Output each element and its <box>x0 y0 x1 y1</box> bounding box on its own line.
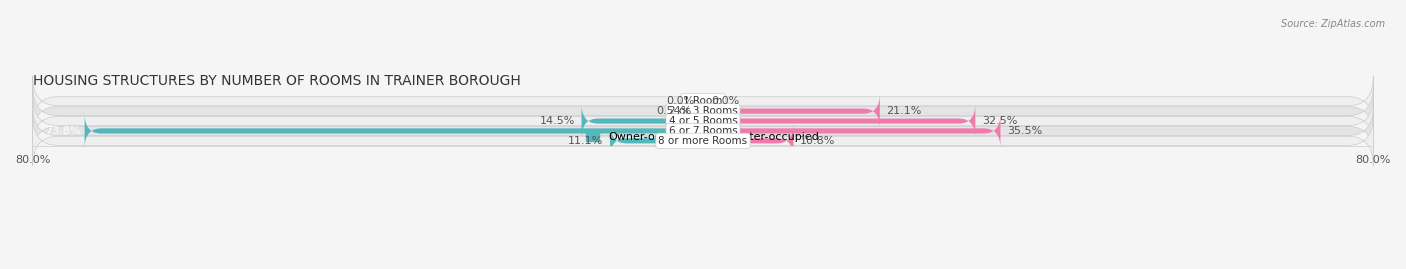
Text: 11.1%: 11.1% <box>568 136 603 146</box>
FancyBboxPatch shape <box>686 94 716 128</box>
FancyBboxPatch shape <box>703 124 793 158</box>
Text: 10.8%: 10.8% <box>800 136 835 146</box>
Text: 4 or 5 Rooms: 4 or 5 Rooms <box>669 116 737 126</box>
Text: 73.8%: 73.8% <box>45 126 80 136</box>
FancyBboxPatch shape <box>32 106 1374 156</box>
Text: 0.54%: 0.54% <box>657 106 692 116</box>
Text: 32.5%: 32.5% <box>981 116 1018 126</box>
Text: 0.0%: 0.0% <box>711 96 740 106</box>
FancyBboxPatch shape <box>582 104 703 138</box>
Text: 35.5%: 35.5% <box>1007 126 1042 136</box>
FancyBboxPatch shape <box>32 116 1374 166</box>
FancyBboxPatch shape <box>32 76 1374 126</box>
Text: 2 or 3 Rooms: 2 or 3 Rooms <box>669 106 737 116</box>
FancyBboxPatch shape <box>703 114 1001 148</box>
FancyBboxPatch shape <box>32 86 1374 136</box>
FancyBboxPatch shape <box>703 104 976 138</box>
FancyBboxPatch shape <box>703 94 880 128</box>
Legend: Owner-occupied, Renter-occupied: Owner-occupied, Renter-occupied <box>586 131 820 142</box>
Text: 8 or more Rooms: 8 or more Rooms <box>658 136 748 146</box>
Text: Source: ZipAtlas.com: Source: ZipAtlas.com <box>1281 19 1385 29</box>
Text: HOUSING STRUCTURES BY NUMBER OF ROOMS IN TRAINER BOROUGH: HOUSING STRUCTURES BY NUMBER OF ROOMS IN… <box>32 74 520 88</box>
Text: 21.1%: 21.1% <box>887 106 922 116</box>
FancyBboxPatch shape <box>84 114 703 148</box>
Text: 14.5%: 14.5% <box>540 116 575 126</box>
Text: 0.0%: 0.0% <box>666 96 695 106</box>
Text: 6 or 7 Rooms: 6 or 7 Rooms <box>669 126 737 136</box>
FancyBboxPatch shape <box>32 96 1374 146</box>
Text: 1 Room: 1 Room <box>683 96 723 106</box>
FancyBboxPatch shape <box>610 124 703 158</box>
